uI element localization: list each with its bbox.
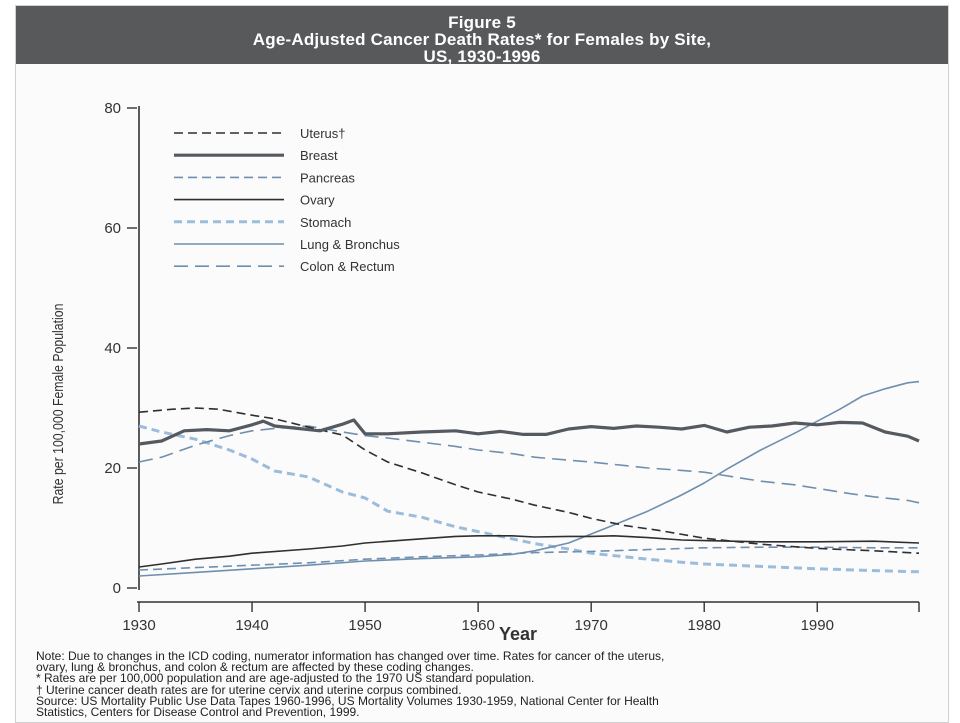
figure-header: Figure 5 Age-Adjusted Cancer Death Rates… — [16, 6, 948, 66]
x-tick-label: 1940 — [235, 617, 268, 634]
note-line: Source: US Mortality Public Use Data Tap… — [36, 693, 659, 708]
x-axis-title: Year — [499, 624, 537, 644]
figure-label: Figure 5 — [448, 13, 516, 32]
x-tick-label: 1950 — [348, 617, 381, 634]
x-tick-label: 1970 — [574, 617, 607, 634]
legend-label: Colon & Rectum — [300, 259, 395, 274]
note-line: Note: Due to changes in the ICD coding, … — [36, 649, 665, 663]
series-line-pancreas — [138, 546, 919, 571]
legend-label: Lung & Bronchus — [300, 237, 400, 252]
series-line-lung-bronchus — [138, 380, 920, 577]
legend-label: Breast — [300, 148, 338, 163]
x-tick-label: 1990 — [801, 617, 834, 634]
y-tick-label: 40 — [104, 340, 121, 357]
series-line-uterus — [138, 407, 920, 554]
series-line-colon-rectum — [138, 425, 920, 504]
legend-label: Pancreas — [300, 170, 355, 185]
y-tick-label: 60 — [104, 220, 121, 237]
figure-notes: Note: Due to changes in the ICD coding, … — [36, 649, 941, 720]
legend-label: Ovary — [300, 193, 335, 208]
x-tick-label: 1960 — [461, 617, 494, 634]
note-line: † Uterine cancer death rates are for ute… — [36, 682, 462, 697]
note-line: ovary, lung & bronchus, and colon & rect… — [36, 660, 474, 675]
x-tick-label: 1980 — [688, 617, 721, 634]
chart-legend: Uterus† Breast Pancreas Ovary Stomach Lung & … — [174, 126, 400, 274]
figure-title-line-2: US, 1930-1996 — [423, 47, 541, 66]
y-tick-label: 20 — [104, 460, 121, 477]
y-tick-label: 80 — [104, 100, 121, 117]
legend-label: Uterus† — [300, 126, 346, 141]
y-axis-title: Rate per 100,000 Female Population — [50, 304, 66, 505]
figure-title-line-1: Age-Adjusted Cancer Death Rates* for Fem… — [252, 30, 712, 49]
y-tick-label: 0 — [113, 580, 121, 597]
series-line-breast — [138, 418, 920, 446]
note-line: Statistics, Centers for Disease Control … — [36, 705, 360, 720]
line-chart: 0 20 40 60 80 1930 1940 1950 1960 1970 1980 1990 Ut… — [50, 100, 920, 644]
figure-panel: Figure 5 Age-Adjusted Cancer Death Rates… — [15, 5, 949, 723]
series-layer — [138, 380, 920, 577]
series-line-stomach — [138, 424, 920, 574]
x-tick-label: 1930 — [122, 617, 155, 634]
legend-label: Stomach — [300, 215, 351, 230]
chart-axes: 0 20 40 60 80 1930 1940 1950 1960 1970 1980 1990 — [104, 100, 920, 634]
note-line: * Rates are per 100,000 population and a… — [36, 671, 535, 686]
